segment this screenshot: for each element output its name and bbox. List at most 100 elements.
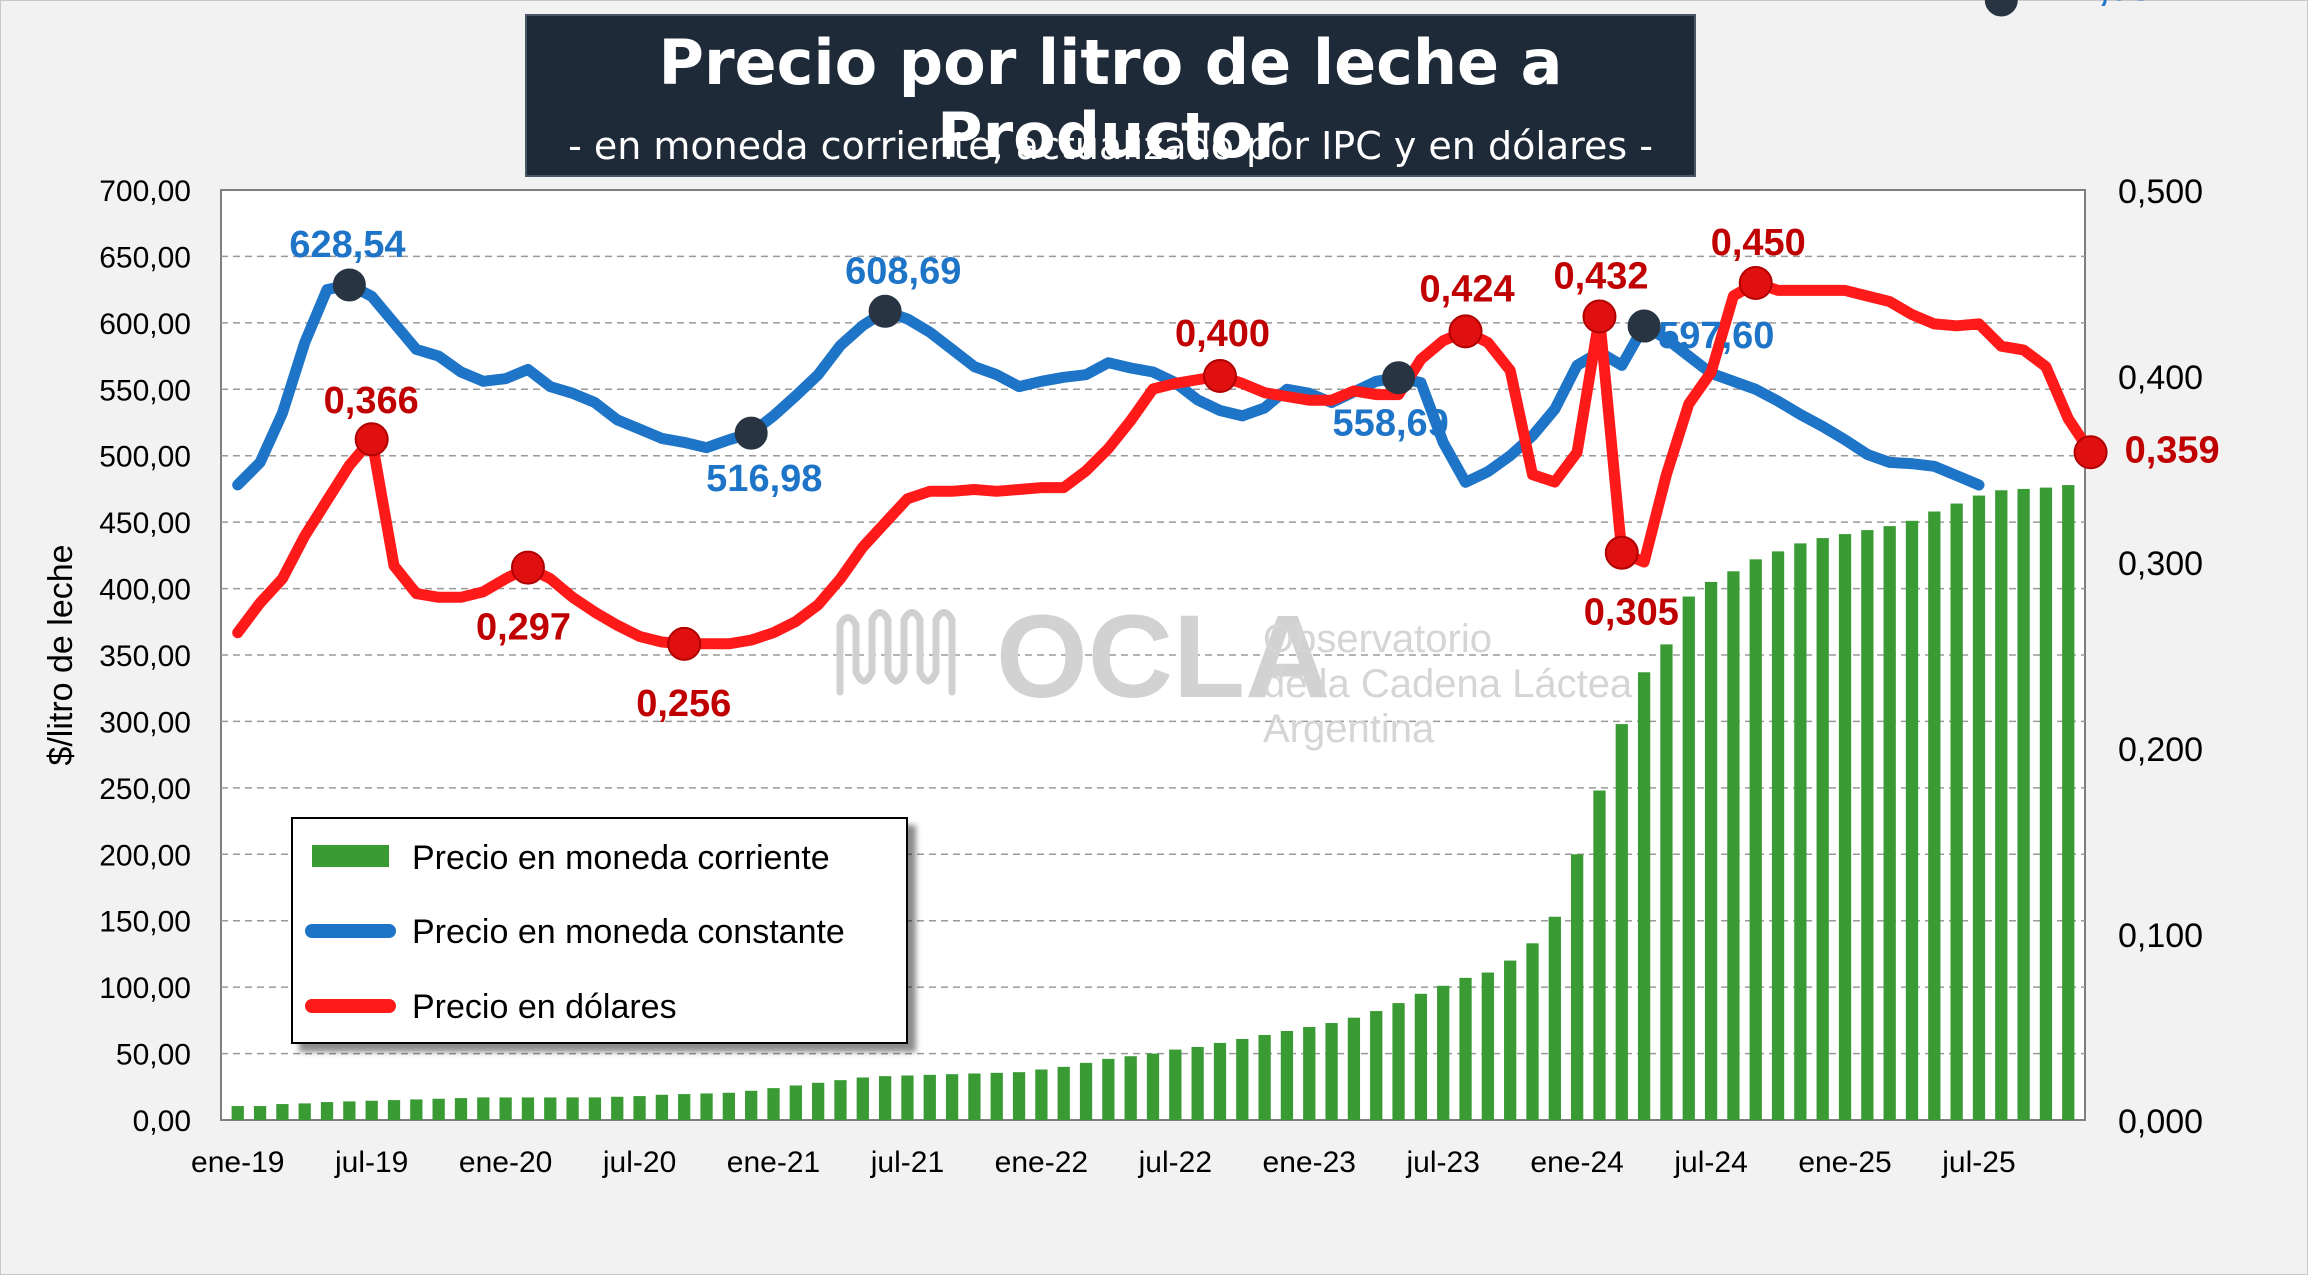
bar [1615, 724, 1628, 1120]
x-tick-label: jul-19 [334, 1146, 408, 1179]
x-tick-label: ene-19 [191, 1146, 284, 1179]
marker-constant [1382, 361, 1416, 395]
bar [1838, 534, 1852, 1120]
bar [1682, 596, 1695, 1120]
bar [1012, 1072, 1026, 1120]
bar [968, 1073, 981, 1120]
bar [655, 1094, 669, 1120]
bar [767, 1088, 780, 1120]
bar [1771, 551, 1785, 1120]
bar [2062, 485, 2075, 1121]
x-tick-label: jul-20 [602, 1146, 676, 1179]
chart-title: Precio por litro de leche a Productor [658, 26, 1563, 172]
ocla-logo-icon [836, 609, 956, 696]
bar [812, 1082, 825, 1120]
bar [1548, 916, 1561, 1120]
marker-constant [1627, 309, 1661, 343]
bar [454, 1098, 468, 1120]
label-constant: 608,69 [845, 250, 961, 292]
right-tick-label: 0,500 [2118, 173, 2203, 211]
label-constant: 628,54 [289, 224, 405, 266]
marker-dollar [1202, 359, 1237, 393]
bar [432, 1098, 445, 1120]
bar [923, 1074, 936, 1120]
bar [1236, 1038, 1249, 1120]
label-dollar: 0,297 [476, 607, 571, 649]
legend-swatch-bar [312, 845, 389, 867]
bar [901, 1075, 914, 1120]
bar [365, 1100, 378, 1120]
left-tick-label: 200,00 [99, 839, 191, 872]
bar [678, 1094, 691, 1120]
bar [1057, 1066, 1070, 1120]
bar [789, 1085, 802, 1120]
bar [1035, 1069, 1048, 1120]
bar [1459, 977, 1472, 1120]
left-tick-label: 100,00 [99, 972, 191, 1005]
bar [1437, 985, 1450, 1120]
bar [945, 1074, 959, 1120]
left-tick-label: 0,00 [133, 1105, 191, 1138]
label-dollar: 0,400 [1175, 313, 1270, 355]
bar [1995, 490, 2008, 1120]
bar [499, 1097, 512, 1120]
x-tick-label: jul-23 [1406, 1146, 1480, 1179]
right-tick-label: 0,200 [2118, 731, 2203, 769]
watermark-brand: OCLA [996, 591, 1330, 723]
watermark-line2: de la Cadena Láctea [1263, 662, 1633, 706]
label-dollar: 0,424 [1420, 268, 1515, 310]
marker-dollar [1448, 314, 1483, 349]
bar [1749, 559, 1762, 1120]
bar [700, 1093, 713, 1120]
label-dollar: 0,450 [1711, 222, 1806, 264]
marker-dollar [1738, 266, 1773, 300]
bar [1392, 1003, 1405, 1120]
label-constant: 516,98 [706, 458, 822, 500]
left-axis-ticks: 0,00 50,00 100,00 150,00 200,00 250,00 300,00 3… [99, 175, 191, 1138]
bar [1593, 790, 1606, 1120]
x-tick-label: jul-25 [1941, 1146, 2015, 1179]
annotation-markers: 628,54 516,98 608,69 558,69 597,60 477,93 0,36… [289, 0, 2220, 725]
chart-subtitle: - en moneda corriente, actualizado por I… [568, 124, 1653, 168]
x-tick-label: ene-21 [727, 1146, 820, 1179]
marker-dollar [667, 626, 702, 661]
x-tick-label: ene-20 [459, 1146, 552, 1179]
bar [1213, 1042, 1227, 1120]
left-tick-label: 400,00 [99, 574, 191, 607]
bar [1481, 972, 1494, 1120]
bar [1102, 1058, 1115, 1120]
bar [1414, 993, 1428, 1120]
right-axis-ticks: 0,000 0,100 0,200 0,300 0,400 0,500 [2118, 173, 2203, 1141]
bar [1816, 538, 1829, 1120]
label-constant: 477,93 [2035, 0, 2151, 9]
bar [1905, 520, 1919, 1120]
bar [633, 1096, 646, 1120]
left-tick-label: 450,00 [99, 507, 191, 540]
bar [320, 1102, 334, 1120]
bar [745, 1090, 758, 1120]
bar [588, 1097, 602, 1120]
line-constant-price [232, 279, 1985, 491]
bar [990, 1072, 1003, 1120]
bar [1258, 1034, 1271, 1120]
bar [1637, 672, 1651, 1120]
left-tick-label: 500,00 [99, 441, 191, 474]
watermark: OCLA Observatorio de la Cadena Láctea Ar… [836, 591, 1633, 751]
bar [1704, 581, 1718, 1120]
legend-label-constant: Precio en moneda constante [412, 913, 845, 951]
bar [834, 1080, 847, 1120]
line-dollar-price [232, 277, 2097, 650]
bar [1571, 854, 1584, 1120]
marker-constant [1984, 0, 2018, 17]
bar [253, 1106, 267, 1120]
bar [1660, 644, 1673, 1120]
bar [1883, 526, 1896, 1120]
y-axis-label: $/litro de leche [42, 544, 80, 765]
bar [722, 1092, 735, 1120]
bar [1191, 1046, 1204, 1120]
bar [521, 1097, 535, 1120]
bar [1794, 543, 1807, 1120]
label-dollar: 0,359 [2125, 429, 2220, 471]
label-constant: 558,69 [1333, 403, 1449, 445]
x-tick-label: ene-25 [1798, 1146, 1891, 1179]
